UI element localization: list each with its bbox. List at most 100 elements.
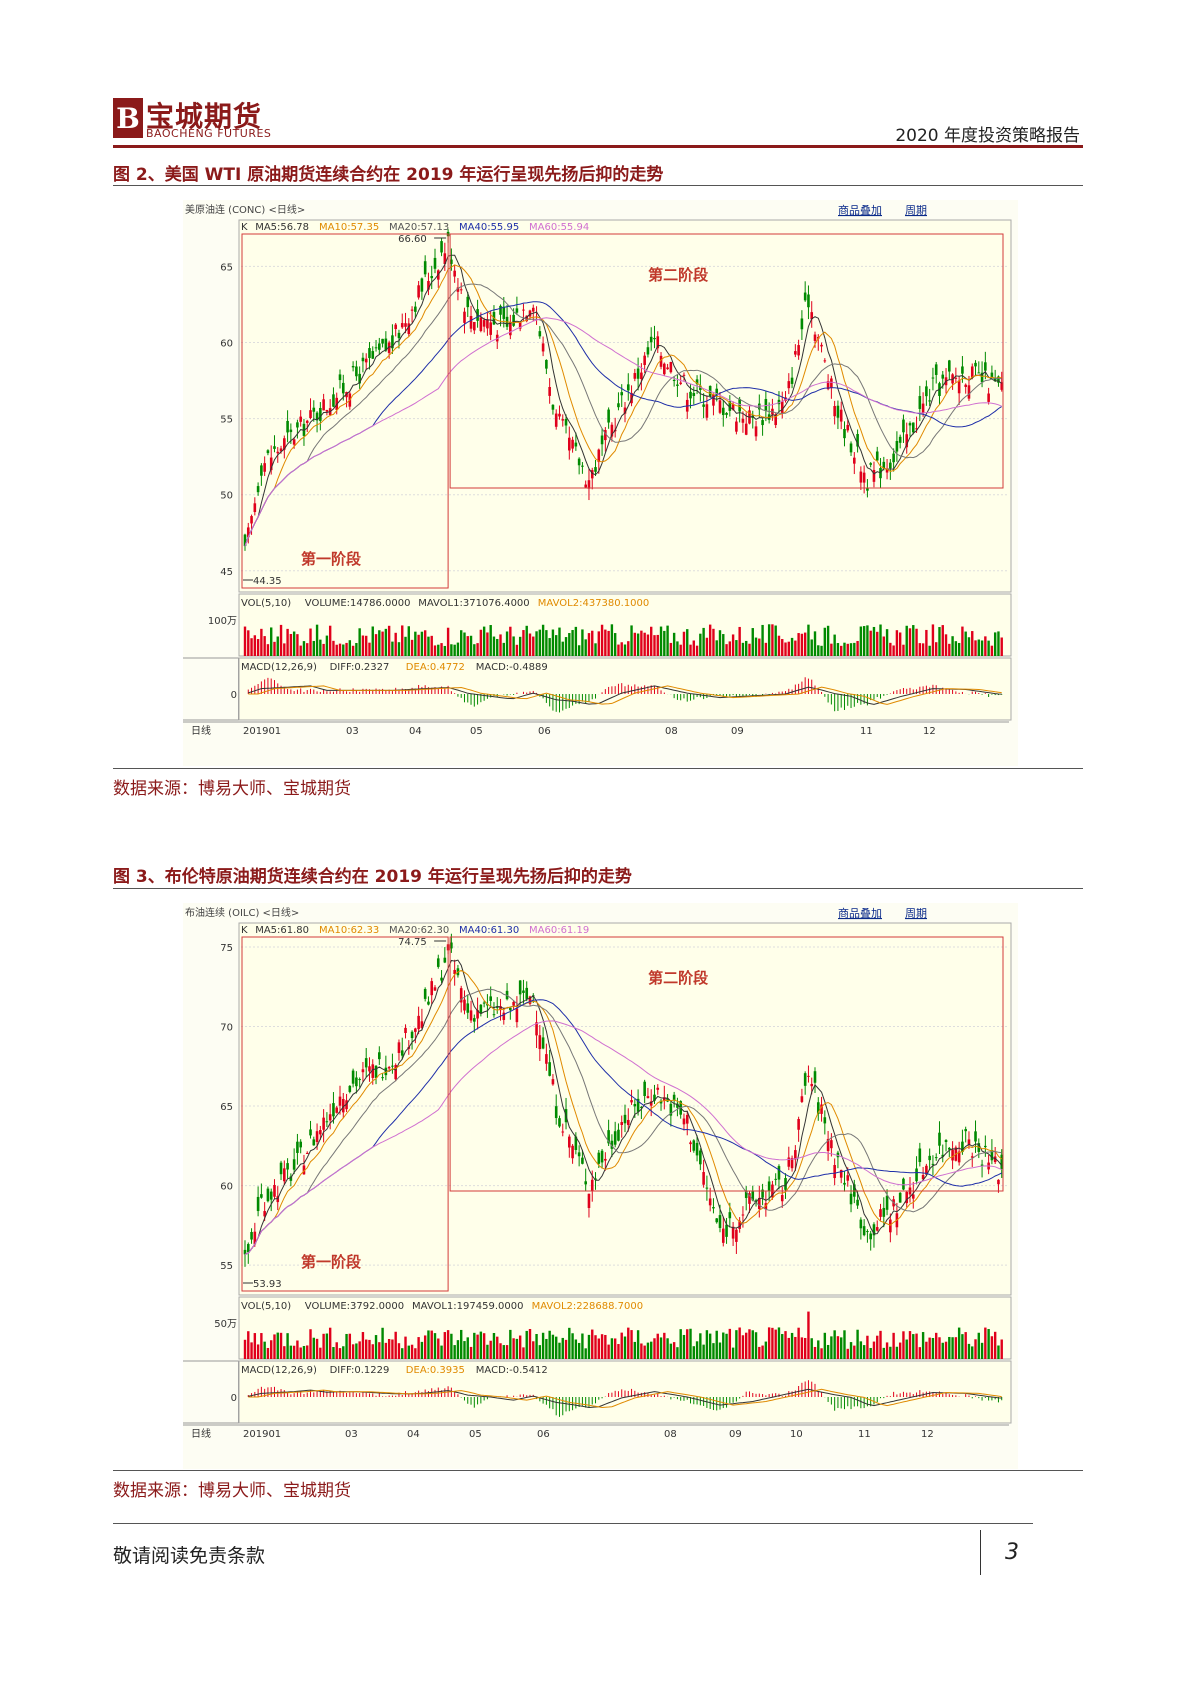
volume-bar bbox=[512, 636, 515, 656]
volume-bar bbox=[781, 639, 784, 656]
period-link[interactable]: 周期 bbox=[905, 907, 927, 920]
figure-2-chart-svg: 美原油连 (CONC) <日线> 商品叠加 周期 K MA5:56.78 MA10:57.… bbox=[182, 200, 1018, 766]
candle-body bbox=[744, 423, 748, 435]
candle-body bbox=[882, 461, 886, 469]
macd-legend-3: MACD:-0.5412 bbox=[476, 1365, 548, 1376]
volume-bar bbox=[849, 643, 853, 656]
volume-bar bbox=[289, 633, 293, 656]
volume-bar bbox=[722, 1332, 725, 1359]
candle-body bbox=[577, 458, 581, 466]
candle-body bbox=[748, 1193, 751, 1204]
candle-body bbox=[915, 428, 918, 430]
volume-bar bbox=[345, 1333, 348, 1359]
x-tick-label: 12 bbox=[921, 1429, 934, 1440]
candle-body bbox=[407, 323, 411, 335]
panel-title: 布油连续 (OILC) <日线> bbox=[185, 906, 299, 919]
volume-bar bbox=[387, 625, 391, 656]
candle-body bbox=[990, 1150, 994, 1161]
header-rule bbox=[113, 145, 1083, 148]
volume-bar bbox=[758, 638, 761, 656]
volume-bar bbox=[636, 1330, 640, 1359]
x-tick-label: 11 bbox=[858, 1429, 871, 1440]
volume-bar bbox=[522, 630, 525, 656]
volume-bar bbox=[378, 1342, 381, 1359]
volume-bar bbox=[302, 641, 306, 656]
candle-body bbox=[453, 969, 456, 975]
volume-bar bbox=[423, 630, 427, 656]
candle-body bbox=[414, 1028, 417, 1032]
volume-bar bbox=[342, 1346, 345, 1359]
candle-body bbox=[590, 470, 594, 479]
volume-bar bbox=[748, 643, 751, 656]
ma5-line bbox=[244, 959, 1003, 1255]
volume-bar bbox=[617, 1344, 620, 1359]
volume-bar bbox=[391, 1339, 394, 1359]
candle-body bbox=[702, 404, 705, 407]
volume-bar bbox=[650, 1341, 653, 1359]
volume-bar bbox=[617, 644, 620, 656]
volume-legend-2: MAVOL1:371076.4000 bbox=[418, 598, 529, 609]
volume-legend-3: MAVOL2:228688.7000 bbox=[532, 1301, 643, 1312]
candle-body bbox=[482, 320, 486, 327]
volume-bar bbox=[971, 1346, 974, 1359]
volume-bar bbox=[476, 1334, 479, 1359]
volume-bar bbox=[630, 625, 633, 656]
volume-bar bbox=[545, 1338, 548, 1359]
candle-body bbox=[551, 404, 555, 410]
candle-body bbox=[404, 323, 407, 327]
commodity-overlay-link[interactable]: 商品叠加 bbox=[838, 203, 882, 217]
macd-legend-2: DEA:0.3935 bbox=[406, 1365, 465, 1376]
candle-body bbox=[862, 472, 866, 483]
volume-bar bbox=[725, 1333, 728, 1359]
volume-bar bbox=[784, 1331, 787, 1359]
volume-bar bbox=[283, 643, 286, 656]
volume-bar bbox=[437, 1338, 440, 1359]
candle-body bbox=[974, 1131, 977, 1142]
x-tick-label: 05 bbox=[469, 1429, 482, 1440]
volume-bar bbox=[938, 627, 941, 656]
candle-body bbox=[751, 1191, 755, 1201]
volume-bar bbox=[699, 1333, 702, 1359]
volume-bar bbox=[273, 1334, 276, 1359]
candle-body bbox=[381, 338, 384, 344]
volume-bar bbox=[689, 1328, 692, 1359]
volume-bar bbox=[735, 640, 738, 656]
volume-bar bbox=[771, 624, 774, 656]
volume-bar bbox=[636, 633, 640, 656]
candle-body bbox=[931, 1163, 935, 1165]
volume-bar bbox=[630, 1330, 633, 1359]
y-tick-label: 45 bbox=[220, 567, 233, 578]
candle-body bbox=[400, 323, 404, 328]
volume-bar bbox=[286, 1333, 289, 1359]
volume-bar bbox=[348, 640, 352, 656]
volume-bar bbox=[525, 625, 528, 656]
candle-body bbox=[833, 1165, 836, 1179]
candle-body bbox=[689, 1142, 692, 1145]
volume-bar bbox=[826, 625, 830, 656]
volume-bar bbox=[990, 1336, 994, 1359]
volume-bar bbox=[961, 626, 964, 656]
candle-body bbox=[538, 1035, 542, 1050]
figure-3-title: 图 3、布伦特原油期货连续合约在 2019 年运行呈现先扬后抑的走势 bbox=[113, 867, 632, 887]
candle-body bbox=[813, 334, 817, 341]
x-tick-label: 04 bbox=[407, 1429, 420, 1440]
candle-body bbox=[882, 1207, 886, 1217]
commodity-overlay-link[interactable]: 商品叠加 bbox=[838, 906, 882, 920]
candle-body bbox=[620, 392, 624, 396]
volume-bar bbox=[745, 640, 748, 656]
volume-bar bbox=[574, 1339, 578, 1359]
volume-bar bbox=[260, 628, 263, 656]
volume-bar bbox=[898, 1342, 902, 1359]
volume-bar bbox=[977, 639, 980, 656]
volume-bar bbox=[584, 1348, 587, 1359]
period-link[interactable]: 周期 bbox=[905, 204, 927, 217]
candle-body bbox=[604, 1158, 607, 1161]
volume-bar bbox=[659, 626, 663, 656]
volume-bar bbox=[564, 637, 568, 656]
volume-bar bbox=[659, 1337, 663, 1359]
x-tick-label: 06 bbox=[538, 726, 551, 737]
volume-bar bbox=[469, 1346, 473, 1359]
logo-english-name: BAOCHENG FUTURES bbox=[146, 127, 272, 140]
candle-body bbox=[286, 1163, 289, 1170]
volume-bar bbox=[990, 645, 994, 656]
